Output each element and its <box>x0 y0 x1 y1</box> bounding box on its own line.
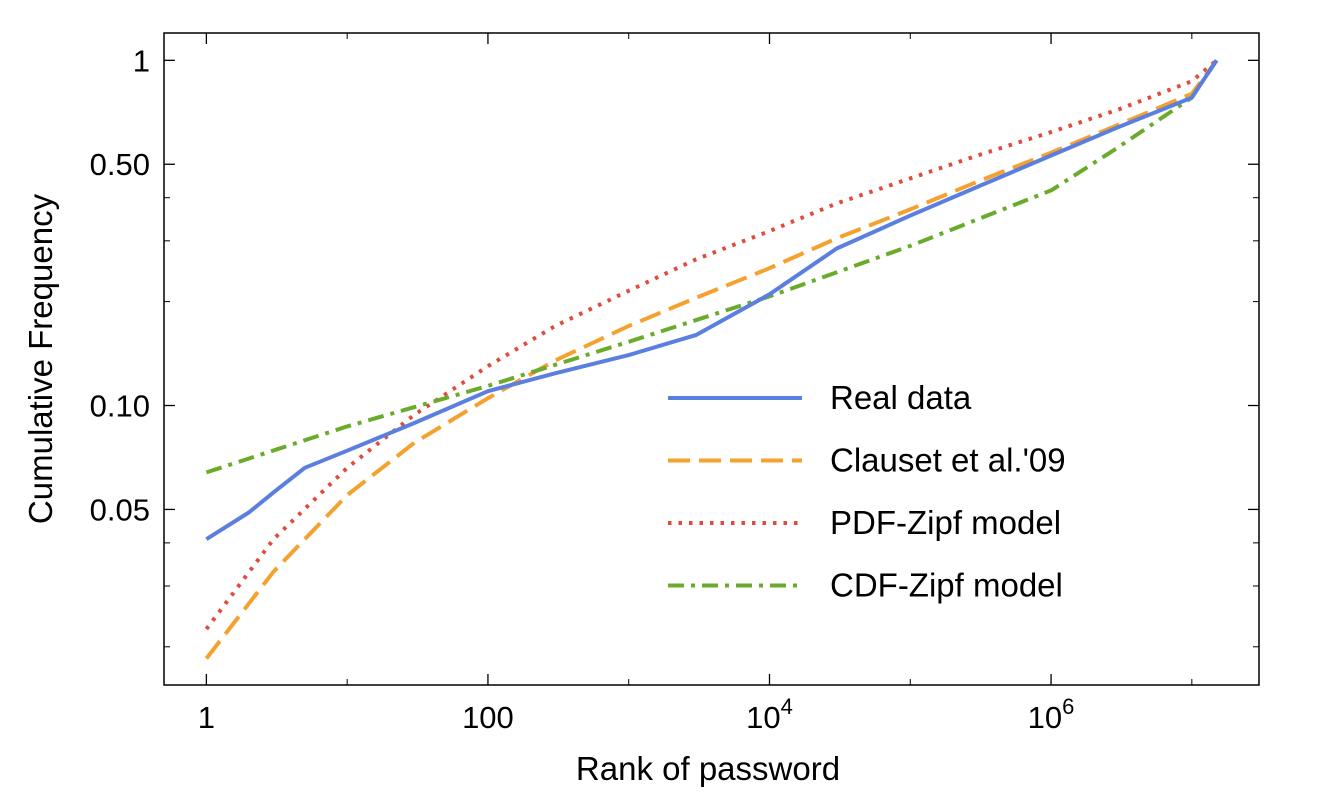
x-tick-label: 106 <box>1028 694 1075 735</box>
y-tick-label: 0.10 <box>90 389 150 424</box>
x-tick-label-exponent: 4 <box>781 694 793 719</box>
legend-label: PDF-Zipf model <box>830 504 1061 541</box>
series-line-pdf-zipf-model <box>204 58 1218 631</box>
series-line-real-data <box>205 59 1219 541</box>
y-tick-label: 1 <box>133 43 150 78</box>
y-axis-title: Cumulative Frequency <box>22 193 59 524</box>
x-tick-label-base: 10 <box>746 700 780 735</box>
y-tick-label: 0.50 <box>90 147 150 182</box>
series-layer <box>204 58 1219 660</box>
x-tick-label-exponent: 6 <box>1062 694 1074 719</box>
legend: Real data Clauset et al.'09 PDF-Zipf model… <box>668 379 1066 604</box>
x-tick-label: 1 <box>198 700 215 735</box>
legend-label: CDF-Zipf model <box>830 567 1063 604</box>
series-line-cdf-zipf-model <box>205 59 1219 475</box>
x-tick-label: 104 <box>746 694 793 735</box>
series-line-clauset-et-al-09 <box>204 59 1219 660</box>
x-tick-label: 100 <box>462 700 514 735</box>
x-tick-label-base: 10 <box>1028 700 1062 735</box>
legend-label: Clauset et al.'09 <box>830 442 1066 479</box>
plot-frame <box>163 32 1260 686</box>
legend-label: Real data <box>830 379 972 416</box>
x-axis-title: Rank of password <box>576 750 840 787</box>
plot-border <box>163 32 1260 686</box>
y-tick-label: 0.05 <box>90 492 150 527</box>
